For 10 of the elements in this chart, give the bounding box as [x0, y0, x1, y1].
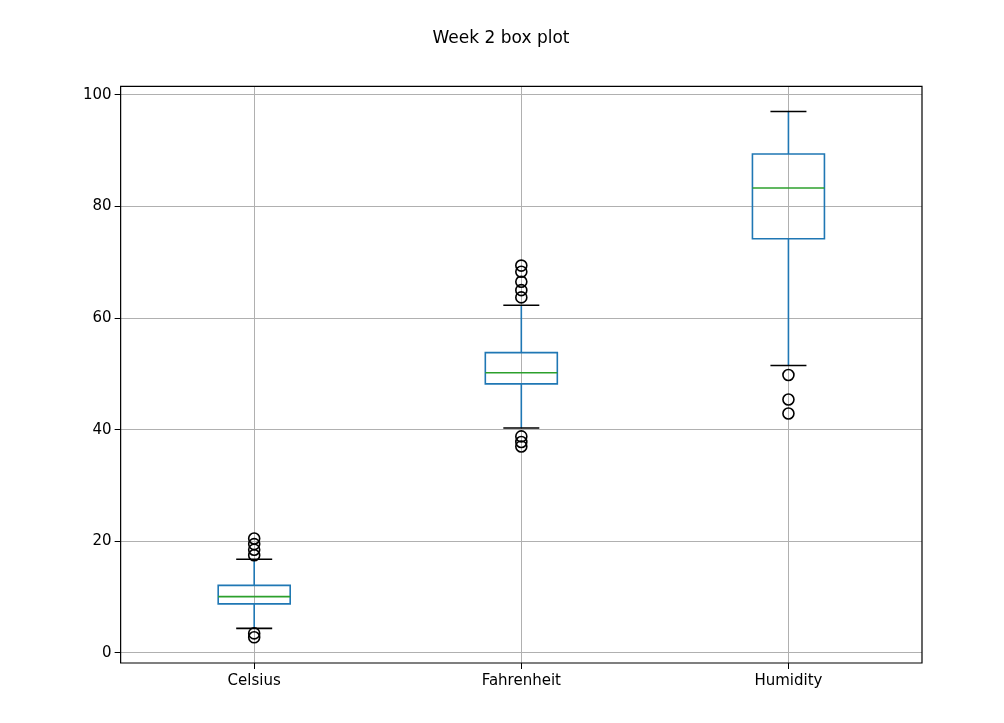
x-tick-label: Celsius: [227, 670, 281, 689]
y-tick-label: 80: [92, 196, 112, 215]
x-tick-label: Humidity: [754, 670, 823, 689]
chart-title: Week 2 box plot: [432, 26, 570, 47]
y-tick-label: 20: [92, 531, 112, 550]
y-tick-label: 100: [82, 84, 112, 103]
y-tick-label: 60: [92, 307, 112, 326]
y-tick-label: 40: [92, 419, 112, 438]
x-tick-label: Fahrenheit: [481, 670, 562, 689]
y-tick-label: 0: [102, 642, 112, 661]
